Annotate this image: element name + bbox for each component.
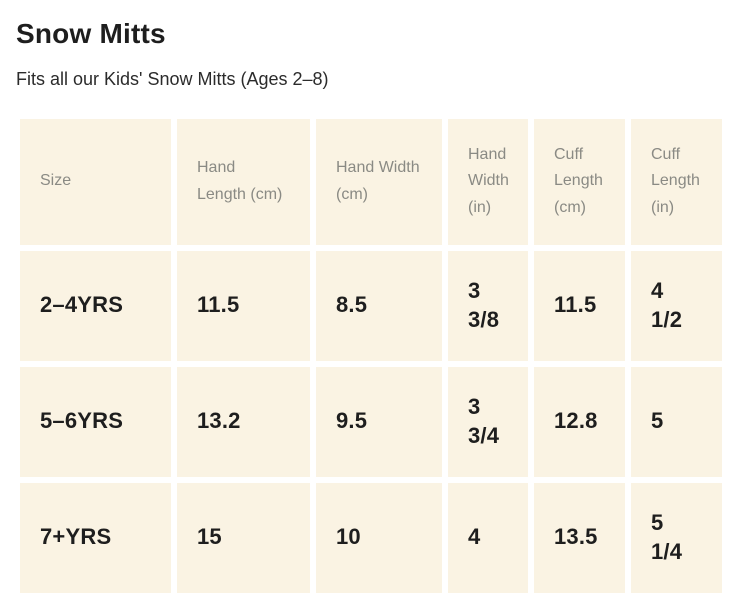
- column-header-cuff-length-in: Cuff Length (in): [631, 118, 722, 245]
- cell-cuff-length-cm: 11.5: [534, 250, 625, 361]
- column-header-hand-width-cm: Hand Width (cm): [316, 118, 442, 245]
- cell-size: 2–4YRS: [20, 250, 171, 361]
- page-subtitle: Fits all our Kids' Snow Mitts (Ages 2–8): [16, 69, 329, 90]
- cell-cuff-length-in: 5: [631, 366, 722, 477]
- column-header-hand-width-in: Hand Width (in): [448, 118, 528, 245]
- cell-hand-width-cm: 9.5: [316, 366, 442, 477]
- column-header-hand-length-cm: Hand Length (cm): [177, 118, 310, 245]
- cell-hand-width-in: 3 3/8: [448, 250, 528, 361]
- cell-hand-width-in: 3 3/4: [448, 366, 528, 477]
- cell-hand-length-cm: 13.2: [177, 366, 310, 477]
- cell-cuff-length-in: 5 1/4: [631, 482, 722, 593]
- cell-hand-width-in: 4: [448, 482, 528, 593]
- cell-cuff-length-cm: 13.5: [534, 482, 625, 593]
- page-title: Snow Mitts: [16, 18, 166, 49]
- cell-cuff-length-cm: 12.8: [534, 366, 625, 477]
- cell-hand-width-cm: 8.5: [316, 250, 442, 361]
- cell-hand-width-cm: 10: [316, 482, 442, 593]
- size-chart-table: Size Hand Length (cm) Hand Width (cm) Ha…: [20, 118, 722, 593]
- column-header-cuff-length-cm: Cuff Length (cm): [534, 118, 625, 245]
- column-header-size: Size: [20, 118, 171, 245]
- cell-cuff-length-in: 4 1/2: [631, 250, 722, 361]
- cell-hand-length-cm: 11.5: [177, 250, 310, 361]
- cell-size: 5–6YRS: [20, 366, 171, 477]
- cell-hand-length-cm: 15: [177, 482, 310, 593]
- cell-size: 7+YRS: [20, 482, 171, 593]
